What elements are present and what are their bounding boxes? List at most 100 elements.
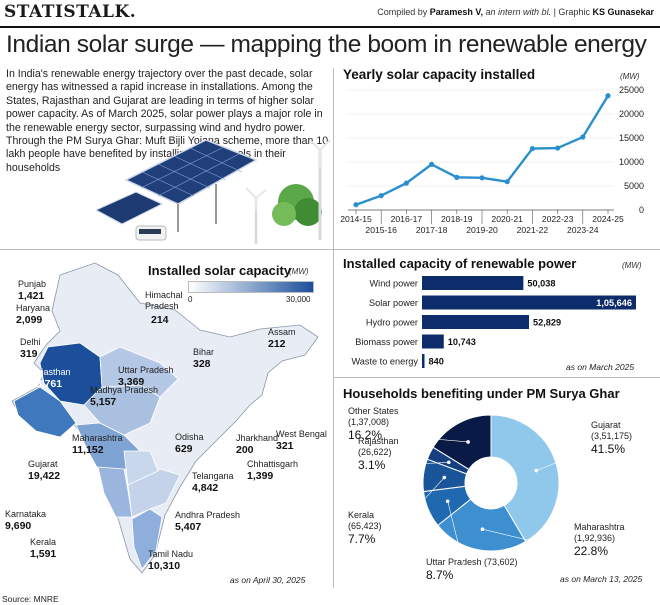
slice-count: (65,423) [348,521,382,531]
y-tick-label: 5000 [624,181,644,191]
x-tick-label: 2024-25 [592,214,624,224]
x-tick-label: 2015-16 [365,225,397,235]
slice-percent: 41.5% [591,442,625,456]
state-value: 19,422 [28,470,60,482]
bar [422,334,444,349]
state-value: 1,591 [30,548,56,560]
slice-name: Uttar Pradesh (73,602) [426,557,518,567]
x-tick-label: 2019-20 [466,225,498,235]
state-name: Jharkhand [236,433,278,443]
intro-text: In India's renewable energy trajectory o… [6,68,329,174]
state-name: Telangana [192,471,234,481]
bar [422,315,530,329]
bar-value-label: 10,743 [448,337,476,347]
data-point [479,175,485,181]
y-tick-label: 20000 [619,109,644,119]
state-value: 319 [20,348,38,360]
divider-horizontal-right [333,377,660,378]
donut-slice [490,414,560,543]
data-point [529,145,535,152]
slice-count: (1,92,936) [574,533,615,543]
x-tick-label: 2017-18 [416,225,448,235]
y-tick-label: 10000 [619,157,644,167]
state-value: 1,399 [247,470,273,482]
state-name: Punjab [18,279,46,289]
state-value: 5,407 [175,521,201,533]
slice-name: Rajasthan [358,436,399,446]
x-tick-label: 2022-23 [542,214,574,224]
bar-category-label: Hydro power [366,318,418,328]
state-name: Assam [268,327,296,337]
state-name: Karnataka [5,509,46,519]
compiler-name: Paramesh V, [429,7,484,17]
state-value: 629 [175,443,193,455]
slice-percent: 16.2% [348,428,382,442]
wind-turbine-icon [245,140,332,244]
state-name: West Bengal [276,429,327,439]
bar-chart-title: Installed capacity of renewable power [343,256,577,271]
slice-percent: 7.7% [348,532,376,546]
slice-count: (26,622) [358,447,392,457]
state-value: 212 [268,338,286,350]
donut-chart: Gujarat(3,51,175)41.5% Maharashtra(1,92,9… [348,406,632,582]
state-name: Maharashtra [72,433,123,443]
bar-chart: Wind power 50,038 Solar power 1,05,646 Hydro… [351,276,636,368]
region-gujarat [13,386,77,438]
slice-leader [387,477,445,540]
x-tick-label: 2018-19 [441,214,473,224]
state-value: 321 [276,440,294,452]
state-value: 200 [236,444,254,456]
compiler-role: an intern with bl. [485,7,552,17]
solar-panel-illustration [96,140,332,244]
map-scale-min: 0 [188,295,193,304]
state-value: 328 [193,358,211,370]
state-name: Madhya Pradesh [90,385,158,395]
state-value: 28,761 [30,378,62,390]
slice-marker [445,499,450,504]
bar-value-label: 52,829 [533,318,561,328]
bar-value-label: 1,05,646 [596,298,632,308]
x-tick-label: 2014-15 [340,214,372,224]
x-tick-label: 2016-17 [391,214,423,224]
divider-vertical [333,68,334,588]
state-value: 1,421 [18,290,44,302]
slice-leader [397,462,449,466]
data-point [378,193,384,199]
state-value: 11,152 [72,444,104,456]
bar-category-label: Biomass power [355,337,418,347]
y-tick-label: 15000 [619,133,644,143]
bar [422,354,425,368]
slice-percent: 8.7% [426,568,454,582]
bar-category-label: Waste to energy [351,357,418,367]
data-point [454,174,460,180]
solar-panel-icon [124,140,258,205]
state-name: Haryana [16,303,50,313]
line-chart-unit: (MW) [620,72,640,81]
compiled-prefix: Compiled by [377,7,428,17]
state-name: Tamil Nadu [148,549,193,559]
slice-name: Maharashtra [574,522,625,532]
bar-value-label: 50,038 [527,279,555,289]
map-color-scale [188,281,314,293]
region-andhra-pradesh [127,468,181,518]
data-point [403,180,409,186]
india-map: Punjab1,421Haryana2,099Delhi319HimachalP… [5,262,327,574]
map-outline [11,262,319,574]
y-tick-label: 0 [639,205,644,215]
state-name: Andhra Pradesh [175,510,240,520]
donut-chart-title: Households benefiting under PM Surya Gha… [343,386,620,401]
